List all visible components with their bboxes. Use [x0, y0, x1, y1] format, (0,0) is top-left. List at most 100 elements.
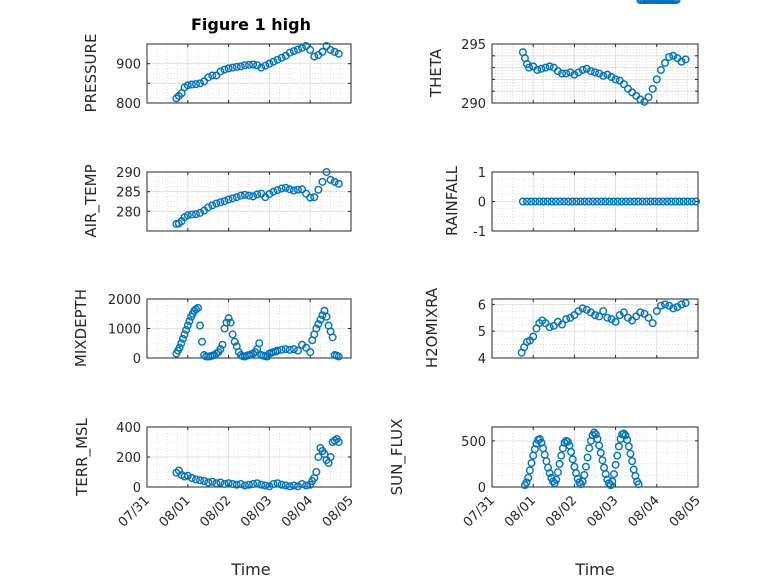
data-point: [590, 428, 599, 437]
axes-frame: [491, 298, 699, 359]
data-point: [172, 94, 181, 103]
data-point: [253, 190, 262, 199]
data-point: [583, 453, 592, 462]
data-point: [518, 197, 527, 206]
data-point: [298, 43, 307, 52]
data-point: [679, 197, 688, 206]
data-point: [334, 49, 343, 58]
ytick-label: -1: [473, 225, 486, 240]
data-point: [621, 197, 630, 206]
ytick-label: 280: [116, 205, 141, 220]
ytick-label: 900: [116, 58, 141, 73]
ylabel-rainfall: RAINFALL: [443, 165, 461, 236]
data-point: [648, 84, 657, 93]
axes-frame: [146, 43, 352, 104]
data-point: [523, 197, 532, 206]
data-point: [330, 436, 339, 445]
data-point: [524, 473, 533, 482]
data-point: [312, 324, 321, 333]
data-point: [555, 197, 564, 206]
data-point: [298, 185, 307, 194]
data-point: [550, 479, 559, 488]
ylabel-terr-msl: TERR_MSL: [73, 417, 92, 496]
data-point: [289, 345, 298, 354]
ytick-label: 200: [116, 451, 141, 466]
data-point: [609, 197, 618, 206]
data-point: [661, 58, 670, 67]
data-point: [553, 67, 562, 76]
data-point: [667, 197, 676, 206]
xtick-label: 07/31: [461, 493, 498, 530]
data-point: [595, 312, 604, 321]
data-point: [185, 317, 194, 326]
data-point: [228, 194, 237, 203]
data-point: [191, 305, 200, 314]
data-point: [672, 0, 681, 4]
data-point: [261, 61, 270, 70]
data-point: [326, 453, 335, 462]
data-point: [277, 480, 286, 489]
data-point: [191, 475, 200, 484]
data-point: [218, 340, 227, 349]
data-point: [289, 481, 298, 490]
data-point: [281, 345, 290, 354]
data-point: [663, 197, 672, 206]
data-point: [562, 69, 571, 78]
data-point: [334, 438, 343, 447]
data-point: [220, 65, 229, 74]
data-point: [249, 480, 258, 489]
data-point: [574, 68, 583, 77]
ytick-label: 800: [116, 97, 141, 112]
data-point: [580, 197, 589, 206]
data-point: [661, 300, 670, 309]
data-point: [527, 197, 536, 206]
data-point: [212, 479, 221, 488]
data-point: [240, 61, 249, 70]
data-point: [626, 197, 635, 206]
data-point: [249, 60, 258, 69]
xtick-label: 08/01: [157, 493, 194, 530]
data-point: [310, 193, 319, 202]
data-point: [591, 430, 600, 439]
data-point: [658, 197, 667, 206]
data-point: [191, 210, 200, 219]
data-point: [681, 55, 690, 64]
data-point: [539, 197, 548, 206]
data-point: [314, 185, 323, 194]
data-point: [677, 57, 686, 66]
data-point: [613, 197, 622, 206]
data-point: [196, 208, 205, 217]
data-point: [281, 481, 290, 490]
data-point: [285, 185, 294, 194]
data-point: [582, 64, 591, 73]
data-point: [578, 65, 587, 74]
ytick-label: 4: [478, 352, 486, 367]
data-point: [586, 67, 595, 76]
data-point: [603, 313, 612, 322]
data-point: [222, 318, 231, 327]
data-point: [236, 191, 245, 200]
data-point: [200, 77, 209, 86]
data-point: [593, 197, 602, 206]
data-point: [588, 197, 597, 206]
panel-h2omixra: 4 5 6: [478, 298, 699, 367]
data-point: [196, 79, 205, 88]
data-point: [537, 64, 546, 73]
data-point: [634, 197, 643, 206]
data-point: [178, 334, 187, 343]
data-point: [580, 471, 589, 480]
data-point: [208, 71, 217, 80]
data-point: [572, 197, 581, 206]
data-point: [302, 41, 311, 50]
data-point: [232, 193, 241, 202]
data-point: [224, 314, 233, 323]
data-point: [669, 304, 678, 313]
data-point: [654, 197, 663, 206]
data-point: [177, 339, 186, 348]
data-point: [541, 63, 550, 72]
data-point: [204, 73, 213, 82]
xtick-label: 08/03: [238, 493, 275, 530]
data-point: [557, 451, 566, 460]
data-point: [638, 197, 647, 206]
data-point: [289, 186, 298, 195]
